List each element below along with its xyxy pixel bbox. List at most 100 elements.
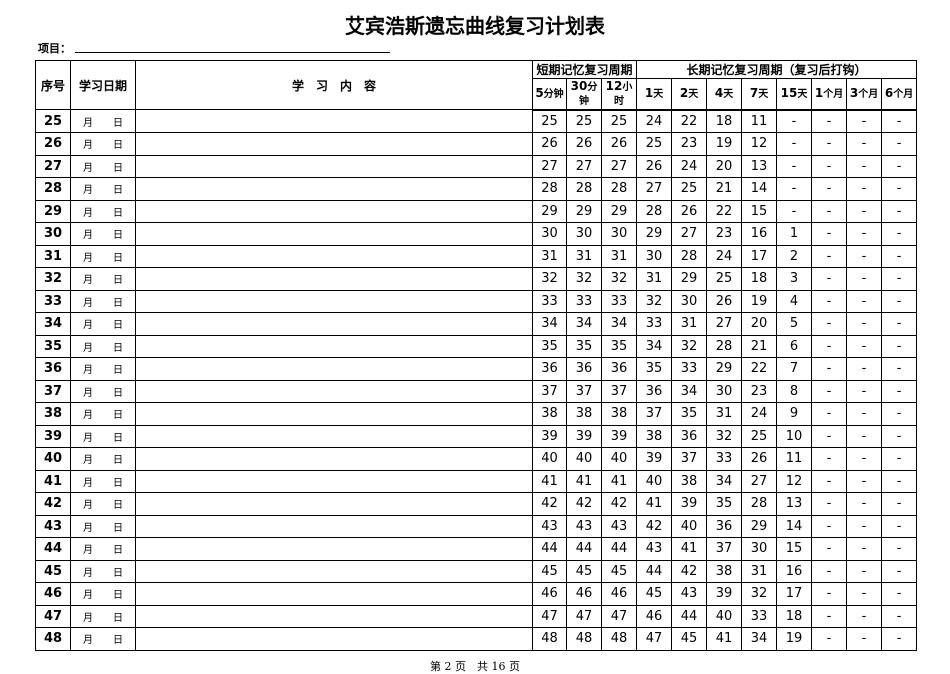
review-cell[interactable]: - [811, 582, 848, 606]
review-cell[interactable]: - [811, 469, 848, 493]
review-cell[interactable]: 26 [706, 289, 743, 313]
date-cell[interactable]: 月日 [70, 514, 136, 538]
review-cell[interactable]: - [881, 334, 918, 358]
review-cell[interactable]: 25 [566, 109, 602, 133]
review-cell[interactable]: 8 [776, 379, 813, 403]
content-cell[interactable] [135, 469, 533, 493]
review-cell[interactable]: - [846, 469, 883, 493]
review-cell[interactable]: 38 [636, 424, 673, 448]
review-cell[interactable]: 28 [741, 492, 778, 516]
review-cell[interactable]: 31 [706, 402, 743, 426]
review-cell[interactable]: 38 [532, 402, 567, 426]
review-cell[interactable]: 7 [776, 357, 813, 381]
review-cell[interactable]: 36 [600, 357, 638, 381]
review-cell[interactable]: 18 [741, 267, 778, 291]
review-cell[interactable]: 34 [566, 312, 602, 336]
content-cell[interactable] [135, 334, 533, 358]
review-cell[interactable]: - [846, 357, 883, 381]
review-cell[interactable]: - [846, 492, 883, 516]
review-cell[interactable]: 25 [600, 109, 638, 133]
content-cell[interactable] [135, 267, 533, 291]
review-cell[interactable]: 12 [741, 132, 778, 156]
review-cell[interactable]: 29 [671, 267, 708, 291]
review-cell[interactable]: - [881, 154, 918, 178]
review-cell[interactable]: - [881, 537, 918, 561]
review-cell[interactable]: - [881, 559, 918, 583]
review-cell[interactable]: - [881, 357, 918, 381]
review-cell[interactable]: 33 [532, 289, 567, 313]
review-cell[interactable]: 41 [600, 469, 638, 493]
review-cell[interactable]: 27 [741, 469, 778, 493]
review-cell[interactable]: - [846, 379, 883, 403]
review-cell[interactable]: - [881, 267, 918, 291]
review-cell[interactable]: - [881, 492, 918, 516]
review-cell[interactable]: 24 [741, 402, 778, 426]
review-cell[interactable]: - [881, 402, 918, 426]
date-cell[interactable]: 月日 [70, 492, 136, 516]
review-cell[interactable]: 34 [741, 627, 778, 651]
review-cell[interactable]: - [881, 627, 918, 651]
review-cell[interactable]: 18 [776, 604, 813, 628]
review-cell[interactable]: 24 [671, 154, 708, 178]
review-cell[interactable]: 37 [706, 537, 743, 561]
review-cell[interactable]: 34 [636, 334, 673, 358]
review-cell[interactable]: - [846, 289, 883, 313]
content-cell[interactable] [135, 559, 533, 583]
date-cell[interactable]: 月日 [70, 604, 136, 628]
review-cell[interactable]: - [811, 492, 848, 516]
review-cell[interactable]: - [811, 514, 848, 538]
review-cell[interactable]: 13 [776, 492, 813, 516]
review-cell[interactable]: 39 [636, 447, 673, 471]
review-cell[interactable]: - [881, 289, 918, 313]
review-cell[interactable]: - [811, 604, 848, 628]
date-cell[interactable]: 月日 [70, 177, 136, 201]
review-cell[interactable]: 25 [636, 132, 673, 156]
review-cell[interactable]: 46 [636, 604, 673, 628]
content-cell[interactable] [135, 154, 533, 178]
review-cell[interactable]: 41 [706, 627, 743, 651]
review-cell[interactable]: 43 [600, 514, 638, 538]
review-cell[interactable]: 24 [706, 244, 743, 268]
content-cell[interactable] [135, 627, 533, 651]
review-cell[interactable]: 10 [776, 424, 813, 448]
review-cell[interactable]: 23 [741, 379, 778, 403]
review-cell[interactable]: 31 [671, 312, 708, 336]
review-cell[interactable]: 40 [706, 604, 743, 628]
review-cell[interactable]: 29 [532, 199, 567, 223]
date-cell[interactable]: 月日 [70, 222, 136, 246]
review-cell[interactable]: 40 [532, 447, 567, 471]
review-cell[interactable]: 34 [600, 312, 638, 336]
review-cell[interactable]: 38 [706, 559, 743, 583]
date-cell[interactable]: 月日 [70, 312, 136, 336]
review-cell[interactable]: - [846, 334, 883, 358]
content-cell[interactable] [135, 537, 533, 561]
review-cell[interactable]: - [846, 604, 883, 628]
review-cell[interactable]: 36 [671, 424, 708, 448]
review-cell[interactable]: 48 [566, 627, 602, 651]
review-cell[interactable]: 28 [706, 334, 743, 358]
review-cell[interactable]: 9 [776, 402, 813, 426]
review-cell[interactable]: 32 [741, 582, 778, 606]
content-cell[interactable] [135, 312, 533, 336]
review-cell[interactable]: 44 [636, 559, 673, 583]
review-cell[interactable]: - [776, 132, 813, 156]
review-cell[interactable]: - [881, 199, 918, 223]
review-cell[interactable]: - [846, 154, 883, 178]
review-cell[interactable]: - [881, 109, 918, 133]
review-cell[interactable]: - [846, 109, 883, 133]
review-cell[interactable]: 36 [706, 514, 743, 538]
review-cell[interactable]: 42 [566, 492, 602, 516]
review-cell[interactable]: - [881, 312, 918, 336]
review-cell[interactable]: 13 [741, 154, 778, 178]
date-cell[interactable]: 月日 [70, 289, 136, 313]
review-cell[interactable]: 40 [671, 514, 708, 538]
review-cell[interactable]: 47 [532, 604, 567, 628]
review-cell[interactable]: 12 [776, 469, 813, 493]
review-cell[interactable]: 47 [600, 604, 638, 628]
review-cell[interactable]: - [881, 604, 918, 628]
review-cell[interactable]: 33 [741, 604, 778, 628]
review-cell[interactable]: - [811, 357, 848, 381]
review-cell[interactable]: - [776, 199, 813, 223]
review-cell[interactable]: 44 [671, 604, 708, 628]
review-cell[interactable]: 39 [600, 424, 638, 448]
